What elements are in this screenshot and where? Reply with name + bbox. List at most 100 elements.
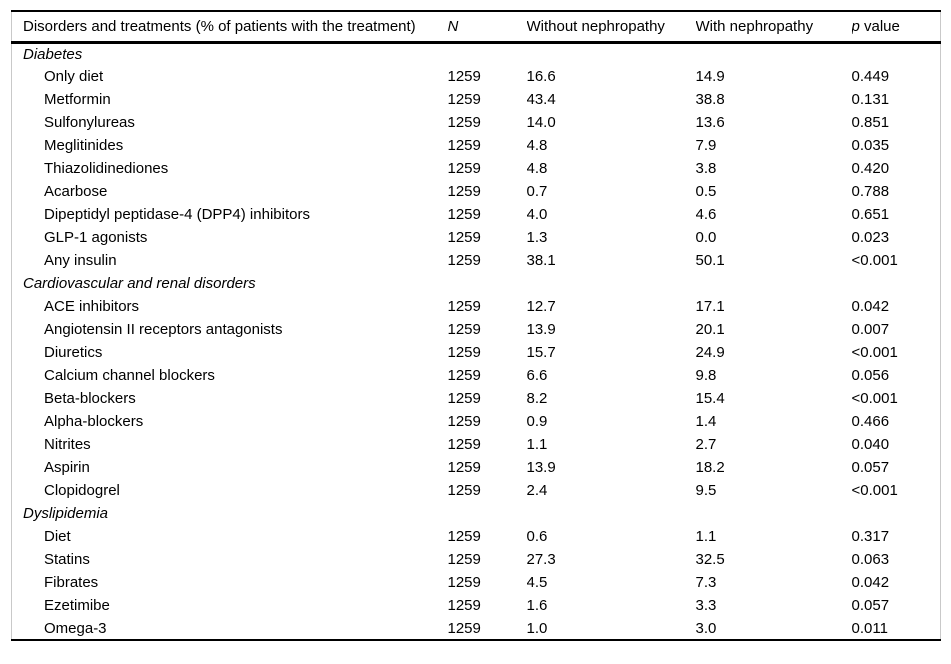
with-nephropathy-value: 0.5 xyxy=(695,183,717,200)
treatment-label: Omega-3 xyxy=(44,619,107,637)
p-value: 0.011 xyxy=(851,619,888,637)
with-nephropathy-value: 13.6 xyxy=(695,114,725,131)
n-value: 1259 xyxy=(447,436,481,453)
table-row: Angiotensin II receptors antagonists 1259… xyxy=(12,318,941,341)
header-row: Disorders and treatments (% of patients … xyxy=(11,11,941,42)
without-nephropathy-value: 38.1 xyxy=(526,252,556,269)
treatments-table: Disorders and treatments (% of patients … xyxy=(11,10,941,641)
col-header-with-nephropathy: With nephropathy xyxy=(695,17,814,35)
n-value: 1259 xyxy=(447,390,481,407)
treatment-label: Any insulin xyxy=(44,252,117,269)
n-value: 1259 xyxy=(447,114,481,131)
table-row: Calcium channel blockers 1259 6.6 9.8 0.056 xyxy=(12,364,941,387)
table-row: Only diet 1259 16.6 14.9 0.449 xyxy=(12,65,941,88)
with-nephropathy-value: 7.3 xyxy=(695,574,717,591)
table-row: Clopidogrel 1259 2.4 9.5 <0.001 xyxy=(12,479,941,502)
with-nephropathy-value: 4.6 xyxy=(695,206,717,223)
without-nephropathy-value: 2.4 xyxy=(526,482,548,499)
p-value: <0.001 xyxy=(851,482,898,499)
p-value: 0.057 xyxy=(851,597,890,614)
table-body: Diabetes Only diet 1259 16.6 14.9 0.449 Metfor… xyxy=(12,42,941,640)
p-value: 0.420 xyxy=(851,160,890,177)
table-row: Nitrites 1259 1.1 2.7 0.040 xyxy=(12,433,941,456)
p-value: 0.788 xyxy=(851,183,890,200)
without-nephropathy-value: 0.7 xyxy=(526,183,548,200)
n-value: 1259 xyxy=(447,574,481,591)
table-row: Ezetimibe 1259 1.6 3.3 0.057 xyxy=(12,594,941,617)
table-row: Diuretics 1259 15.7 24.9 <0.001 xyxy=(12,341,941,364)
n-value: 1259 xyxy=(447,252,481,269)
table-row: Omega-3 1259 1.0 3.0 0.011 xyxy=(12,617,941,640)
n-value: 1259 xyxy=(447,160,481,177)
n-value: 1259 xyxy=(447,619,481,637)
n-value: 1259 xyxy=(447,91,481,108)
with-nephropathy-value: 50.1 xyxy=(695,252,725,269)
treatment-label: ACE inhibitors xyxy=(44,298,140,315)
n-value: 1259 xyxy=(447,298,481,315)
treatment-label: Fibrates xyxy=(44,574,99,591)
table-row: Fibrates 1259 4.5 7.3 0.042 xyxy=(12,571,941,594)
p-value: <0.001 xyxy=(851,390,898,407)
treatment-label: Thiazolidinediones xyxy=(44,160,169,177)
p-value: 0.035 xyxy=(851,137,890,154)
table-row: Sulfonylureas 1259 14.0 13.6 0.851 xyxy=(12,111,941,134)
without-nephropathy-value: 13.9 xyxy=(526,459,556,476)
table-row: Meglitinides 1259 4.8 7.9 0.035 xyxy=(12,134,941,157)
table-row: GLP-1 agonists 1259 1.3 0.0 0.023 xyxy=(12,226,941,249)
table-row: Statins 1259 27.3 32.5 0.063 xyxy=(12,548,941,571)
section-row: Dyslipidemia xyxy=(12,502,941,525)
table-row: Dipeptidyl peptidase-4 (DPP4) inhibitors… xyxy=(12,203,941,226)
section-row: Cardiovascular and renal disorders xyxy=(12,272,941,295)
p-value: <0.001 xyxy=(851,252,898,269)
p-value: 0.042 xyxy=(851,298,890,315)
without-nephropathy-value: 0.6 xyxy=(526,528,548,545)
treatment-label: Dipeptidyl peptidase-4 (DPP4) inhibitors xyxy=(44,206,310,223)
n-value: 1259 xyxy=(447,183,481,200)
without-nephropathy-value: 1.0 xyxy=(526,619,548,637)
with-nephropathy-value: 2.7 xyxy=(695,436,717,453)
with-nephropathy-value: 0.0 xyxy=(695,229,717,246)
without-nephropathy-value: 0.9 xyxy=(526,413,548,430)
table-row: ACE inhibitors 1259 12.7 17.1 0.042 xyxy=(12,295,941,318)
without-nephropathy-value: 4.5 xyxy=(526,574,548,591)
n-value: 1259 xyxy=(447,597,481,614)
treatment-label: Alpha-blockers xyxy=(44,413,144,430)
with-nephropathy-value: 1.4 xyxy=(695,413,717,430)
n-value: 1259 xyxy=(447,137,481,154)
with-nephropathy-value: 15.4 xyxy=(695,390,725,407)
with-nephropathy-value: 3.0 xyxy=(695,619,717,637)
section-title: Cardiovascular and renal disorders xyxy=(23,275,256,292)
col-header-n: N xyxy=(447,17,459,35)
treatments-table-figure: Disorders and treatments (% of patients … xyxy=(11,10,941,641)
treatment-label: Metformin xyxy=(44,91,111,108)
treatment-label: Diet xyxy=(44,528,71,545)
table-row: Metformin 1259 43.4 38.8 0.131 xyxy=(12,88,941,111)
without-nephropathy-value: 4.8 xyxy=(526,137,548,154)
with-nephropathy-value: 1.1 xyxy=(695,528,717,545)
with-nephropathy-value: 9.5 xyxy=(695,482,717,499)
with-nephropathy-value: 20.1 xyxy=(695,321,725,338)
p-value: <0.001 xyxy=(851,344,898,361)
section-row: Diabetes xyxy=(12,42,941,65)
p-value-header-rest-part: value xyxy=(859,17,900,35)
treatment-label: Angiotensin II receptors antagonists xyxy=(44,321,283,338)
p-value: 0.056 xyxy=(851,367,890,384)
without-nephropathy-value: 1.6 xyxy=(526,597,548,614)
n-value: 1259 xyxy=(447,367,481,384)
without-nephropathy-value: 1.3 xyxy=(526,229,548,246)
with-nephropathy-value: 3.3 xyxy=(695,597,717,614)
without-nephropathy-value: 1.1 xyxy=(526,436,548,453)
col-header-p-value: p value xyxy=(852,11,941,42)
without-nephropathy-value: 8.2 xyxy=(526,390,548,407)
p-value: 0.023 xyxy=(851,229,890,246)
treatment-label: Nitrites xyxy=(44,436,91,453)
table-row: Aspirin 1259 13.9 18.2 0.057 xyxy=(12,456,941,479)
treatment-label: Diuretics xyxy=(44,344,103,361)
n-value: 1259 xyxy=(447,344,481,361)
without-nephropathy-value: 43.4 xyxy=(526,91,556,108)
treatment-label: Meglitinides xyxy=(44,137,124,154)
p-value: 0.063 xyxy=(851,551,890,568)
with-nephropathy-value: 3.8 xyxy=(695,160,717,177)
n-value: 1259 xyxy=(447,413,481,430)
without-nephropathy-value: 16.6 xyxy=(526,68,556,85)
